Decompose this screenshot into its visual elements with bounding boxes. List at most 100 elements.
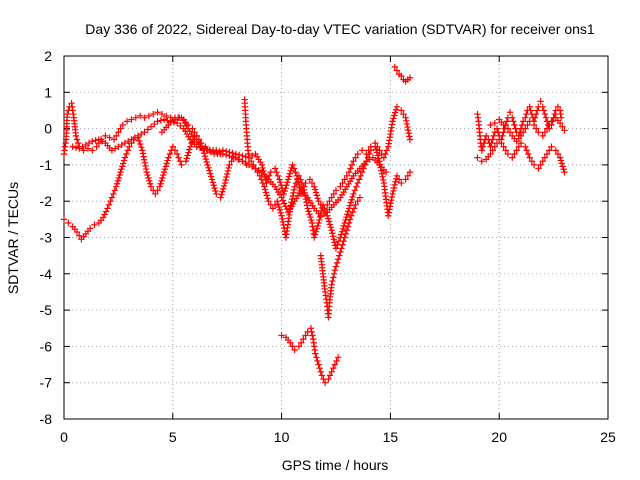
data-point	[156, 183, 163, 190]
data-point	[324, 215, 332, 222]
data-point	[141, 114, 148, 121]
chart-title: Day 336 of 2022, Sidereal Day-to-day VTE…	[85, 21, 595, 37]
data-point	[203, 158, 210, 166]
data-point	[119, 160, 127, 167]
data-point	[348, 196, 355, 203]
data-point	[261, 186, 269, 193]
data-point	[478, 158, 485, 165]
data-point	[278, 212, 285, 219]
data-point	[347, 165, 354, 172]
data-point	[541, 154, 549, 161]
data-point	[259, 179, 266, 187]
data-point	[331, 361, 339, 368]
data-point	[487, 150, 494, 158]
data-point	[145, 112, 153, 120]
data-point	[311, 186, 319, 193]
data-point	[221, 179, 229, 187]
data-point	[522, 114, 529, 121]
data-point	[113, 180, 121, 187]
data-point	[117, 168, 124, 176]
data-point	[357, 172, 364, 179]
data-point	[280, 190, 287, 198]
data-point	[164, 157, 171, 164]
data-point	[332, 245, 340, 252]
data-point	[312, 189, 320, 196]
data-point	[352, 154, 359, 161]
data-point	[128, 136, 135, 143]
data-point	[281, 187, 288, 195]
data-point	[84, 145, 92, 152]
data-point	[489, 147, 496, 154]
data-point	[159, 174, 166, 182]
data-point	[131, 134, 138, 141]
data-point	[283, 182, 290, 189]
data-point	[311, 231, 319, 238]
data-point	[106, 134, 113, 141]
data-point	[72, 132, 80, 140]
data-point	[353, 183, 360, 190]
data-point	[188, 139, 195, 147]
data-point	[187, 143, 194, 150]
data-point	[201, 145, 208, 152]
data-point	[99, 214, 107, 221]
data-point	[517, 132, 525, 140]
data-point	[220, 182, 228, 190]
data-point	[330, 274, 337, 281]
data-point	[173, 150, 181, 158]
data-point	[276, 176, 283, 183]
data-point	[332, 263, 340, 270]
data-point	[512, 125, 519, 132]
data-point	[247, 158, 255, 165]
data-point	[404, 123, 411, 131]
data-point	[552, 147, 559, 154]
data-point	[89, 147, 96, 154]
data-point	[386, 203, 394, 210]
data-point	[554, 150, 562, 158]
data-point	[196, 144, 204, 151]
data-point	[366, 156, 373, 163]
data-point	[345, 219, 353, 227]
data-point	[343, 213, 350, 221]
data-point	[115, 174, 123, 182]
data-point	[278, 194, 285, 201]
plot-frame	[63, 55, 609, 420]
data-point	[500, 129, 507, 136]
data-point	[111, 145, 119, 152]
data-point	[329, 277, 336, 285]
data-point	[222, 176, 229, 184]
data-point	[509, 114, 516, 121]
data-point	[146, 180, 154, 187]
data-point	[561, 168, 568, 176]
data-point	[303, 202, 311, 209]
data-point	[329, 233, 337, 240]
data-point	[348, 161, 356, 169]
data-point	[267, 168, 274, 176]
x-tick-label: 20	[491, 429, 507, 445]
data-point	[143, 168, 150, 176]
data-point	[169, 143, 176, 150]
data-point	[239, 152, 246, 160]
data-point	[308, 328, 315, 336]
data-point	[134, 132, 142, 140]
data-point	[393, 175, 400, 183]
data-point	[375, 155, 382, 162]
data-point	[532, 125, 540, 132]
data-point	[297, 339, 305, 346]
data-point	[344, 223, 352, 230]
data-point	[333, 259, 341, 267]
data-point	[158, 177, 165, 185]
data-point	[226, 152, 233, 160]
data-point	[300, 183, 307, 190]
data-point	[108, 194, 116, 201]
data-point	[108, 147, 116, 154]
data-point	[64, 110, 71, 118]
data-point	[339, 179, 346, 187]
data-point	[255, 167, 262, 174]
data-point	[138, 144, 145, 151]
data-point	[393, 172, 401, 179]
data-point	[347, 199, 354, 206]
data-point	[113, 183, 120, 190]
data-point	[315, 361, 322, 368]
data-point	[185, 149, 192, 156]
data-point	[479, 143, 487, 150]
